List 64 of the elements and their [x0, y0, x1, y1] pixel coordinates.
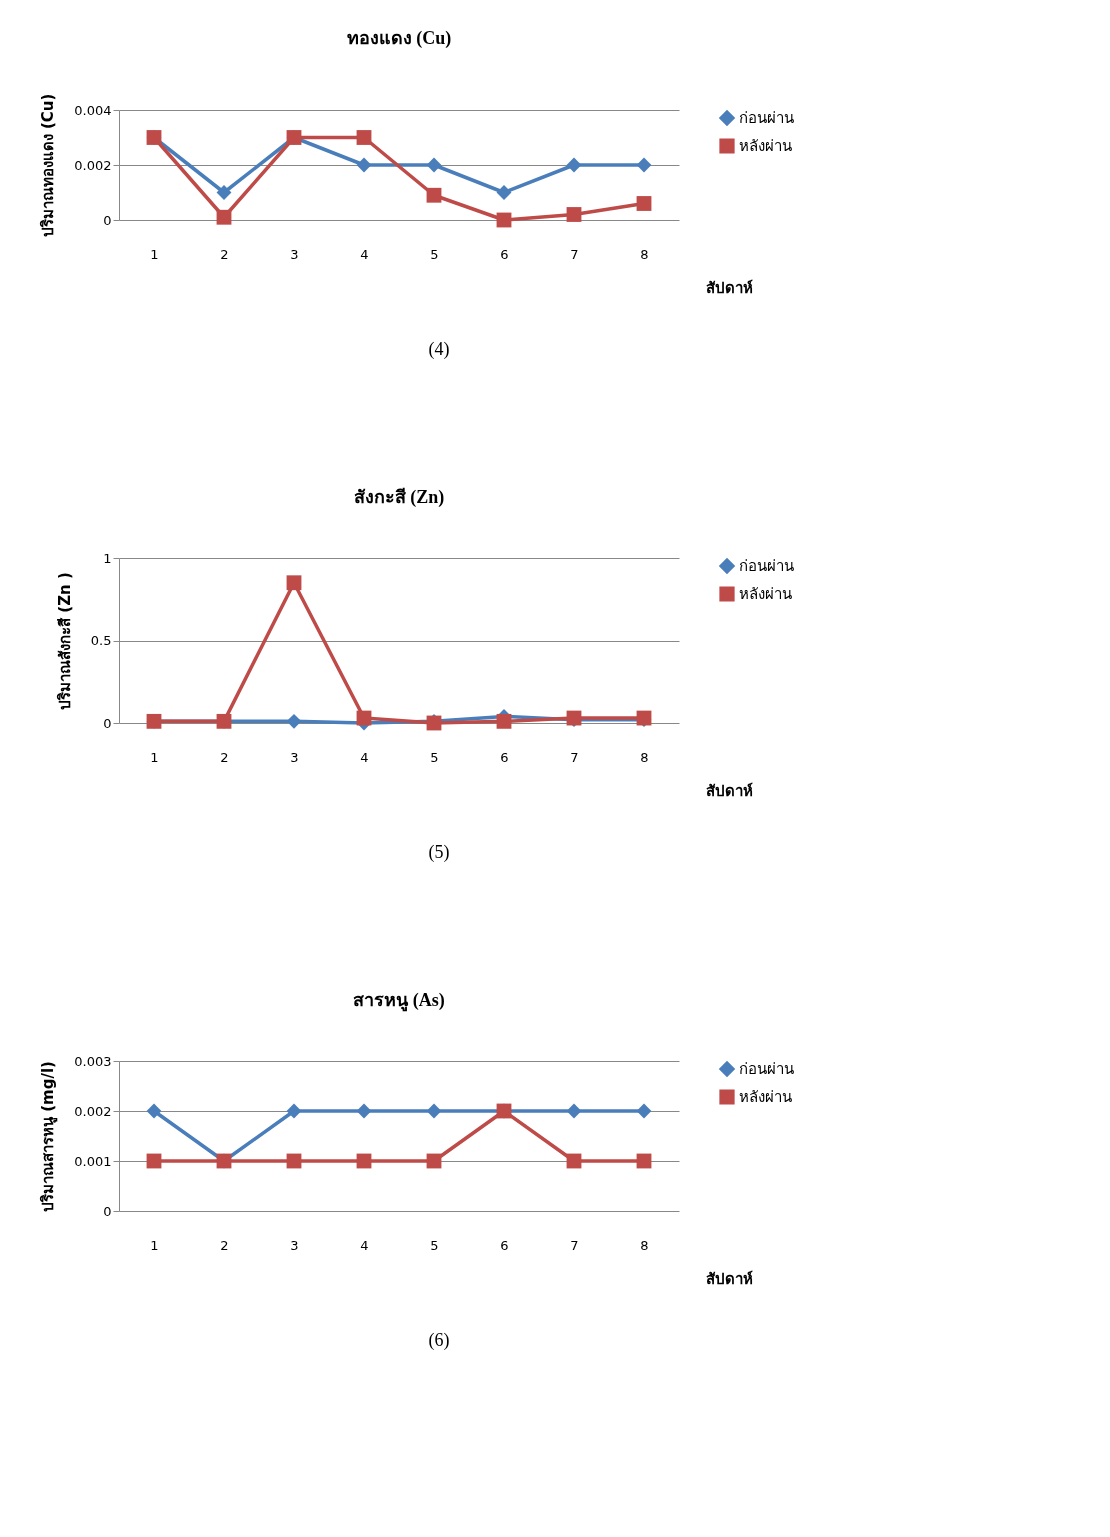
y-tick-label: 0.004: [74, 102, 112, 118]
x-tick-label: 5: [430, 246, 439, 262]
y-axis-title: ปริมาณสังกะสี (Zn ): [55, 572, 74, 710]
x-tick-label: 4: [360, 749, 369, 765]
text: (6): [428, 1330, 450, 1351]
y-axis-title: ปริมาณทองแดง (Cu): [39, 93, 58, 238]
point: [356, 130, 372, 145]
x-tick-label: 4: [360, 246, 369, 262]
x-tick-label: 8: [640, 1237, 649, 1253]
chart-title: สารหนู (As): [353, 990, 445, 1012]
legend-label: ก่อนผ่าน: [739, 1060, 794, 1078]
point: [496, 713, 512, 729]
y-tick-label: 0.002: [74, 1103, 112, 1119]
x-tick-label: 7: [570, 749, 579, 765]
y-axis-title: ปริมาณสารหนู (mg/l): [39, 1061, 59, 1212]
x-axis-title: สัปดาห์: [706, 1269, 753, 1288]
x-axis-title: สัปดาห์: [706, 278, 753, 297]
x-tick-label: 7: [570, 1237, 579, 1253]
point: [286, 713, 302, 729]
x-tick-label: 3: [290, 1237, 299, 1253]
y-tick-label: 0: [103, 715, 112, 731]
text: (4): [428, 339, 450, 360]
chart-title: ทองแดง (Cu): [346, 28, 452, 50]
x-tick-label: 2: [220, 1237, 229, 1253]
legend-label: หลังผ่าน: [739, 1088, 792, 1106]
y-tick-label: 0: [103, 1203, 112, 1219]
point: [636, 157, 652, 173]
point: [286, 575, 302, 591]
x-tick-label: 3: [290, 749, 299, 765]
point: [216, 209, 232, 225]
x-tick-label: 6: [500, 1237, 509, 1253]
x-tick-label: 1: [150, 1237, 159, 1253]
y-tick-label: 0.5: [90, 633, 112, 648]
x-tick-label: 7: [570, 246, 579, 262]
y-tick-label: 0.003: [74, 1053, 112, 1069]
legend-label: ก่อนผ่าน: [739, 557, 794, 575]
y-tick-label: 1: [103, 550, 112, 566]
x-tick-label: 2: [220, 749, 229, 765]
x-tick-label: 5: [430, 1237, 439, 1253]
x-tick-label: 1: [150, 749, 159, 765]
y-tick-label: 0: [103, 212, 112, 228]
x-tick-label: 2: [220, 246, 229, 262]
point: [566, 207, 582, 222]
x-tick-label: 1: [150, 246, 159, 262]
legend-label: หลังผ่าน: [739, 585, 792, 603]
x-tick-label: 8: [640, 749, 649, 765]
point: [636, 196, 652, 211]
x-tick-label: 5: [430, 749, 439, 765]
point: [356, 157, 372, 173]
chart-title: สังกะสี (Zn): [353, 487, 445, 508]
x-axis-title: สัปดาห์: [706, 781, 753, 800]
point: [426, 187, 442, 203]
x-tick-label: 3: [290, 246, 299, 262]
y-tick-label: 0.002: [74, 157, 112, 173]
point: [566, 157, 582, 173]
text: (5): [428, 842, 450, 863]
y-tick-label: 0.001: [74, 1153, 112, 1169]
x-tick-label: 6: [500, 749, 509, 765]
legend-label: ก่อนผ่าน: [739, 109, 794, 127]
point: [426, 157, 442, 173]
legend-label: หลังผ่าน: [739, 137, 792, 155]
x-tick-label: 8: [640, 246, 649, 262]
x-tick-label: 6: [500, 246, 509, 262]
x-tick-label: 4: [360, 1237, 369, 1253]
